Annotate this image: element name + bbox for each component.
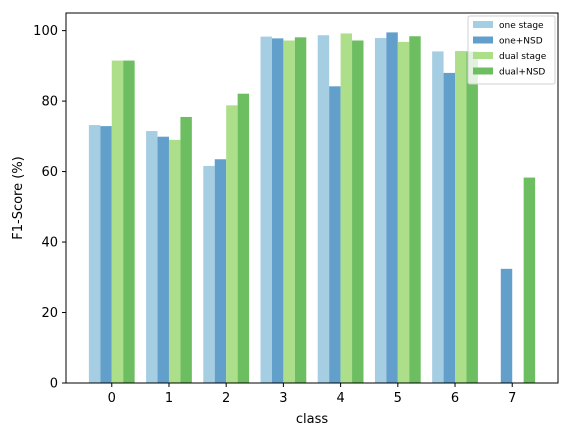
bar-dual-nsd-class-5 bbox=[409, 36, 421, 383]
x-tick-label: 0 bbox=[108, 391, 116, 406]
y-tick-label: 40 bbox=[41, 236, 58, 251]
x-axis-label: class bbox=[296, 412, 328, 427]
legend-swatch bbox=[473, 36, 493, 44]
bar-dual-nsd-class-2 bbox=[237, 93, 250, 383]
x-tick-label: 4 bbox=[336, 391, 344, 406]
bar-one-nsd-class-3 bbox=[271, 38, 284, 384]
bar-dual-nsd-class-3 bbox=[294, 37, 307, 384]
bar-one-stage-class-3 bbox=[260, 36, 272, 384]
bar-one-nsd-class-0 bbox=[100, 126, 112, 384]
y-tick-label: 20 bbox=[41, 306, 58, 321]
x-tick-label: 2 bbox=[222, 391, 230, 406]
bar-one-stage-class-4 bbox=[317, 35, 330, 383]
bar-one-nsd-class-5 bbox=[386, 32, 398, 383]
x-tick-label: 1 bbox=[165, 391, 173, 406]
bar-dual-stage-class-2 bbox=[226, 105, 238, 383]
bar-one-stage-class-2 bbox=[203, 165, 215, 383]
y-tick-label: 60 bbox=[41, 165, 58, 180]
legend-swatch bbox=[473, 67, 493, 75]
bar-one-stage-class-0 bbox=[88, 125, 101, 383]
legend-swatch bbox=[473, 52, 493, 59]
y-axis-ticks: 0 20 40 60 80 100 bbox=[33, 24, 66, 392]
legend-label: dual+NSD bbox=[499, 68, 545, 78]
bar-one-stage-class-5 bbox=[374, 38, 387, 384]
x-tick-label: 5 bbox=[394, 391, 402, 406]
bar-one-stage-class-1 bbox=[146, 131, 158, 383]
y-tick-label: 80 bbox=[41, 95, 58, 110]
bar-dual-stage-class-6 bbox=[455, 51, 467, 384]
bar-one-nsd-class-4 bbox=[329, 86, 341, 384]
y-tick-label: 100 bbox=[33, 24, 58, 39]
bar-dual-stage-class-4 bbox=[340, 33, 353, 383]
x-axis-ticks: 0 1 2 3 4 5 6 7 bbox=[108, 383, 516, 406]
bar-dual-nsd-class-4 bbox=[352, 40, 364, 384]
bar-one-nsd-class-6 bbox=[443, 72, 456, 384]
y-tick-label: 0 bbox=[50, 377, 58, 392]
x-tick-label: 3 bbox=[279, 391, 287, 406]
x-tick-label: 6 bbox=[451, 391, 459, 406]
legend-swatch bbox=[473, 21, 493, 28]
bar-one-nsd-class-1 bbox=[157, 136, 169, 383]
legend-label: one stage bbox=[499, 21, 544, 31]
bar-dual-nsd-class-6 bbox=[466, 51, 478, 383]
y-axis-label: F1-Score (%) bbox=[11, 156, 26, 239]
bar-dual-stage-class-0 bbox=[111, 60, 124, 383]
plot-area-frame bbox=[65, 12, 559, 384]
bar-one-nsd-class-2 bbox=[214, 159, 227, 383]
legend-label: one+NSD bbox=[499, 37, 543, 47]
bars-group bbox=[88, 32, 536, 384]
bar-dual-stage-class-1 bbox=[168, 139, 181, 383]
legend-label: dual stage bbox=[499, 52, 547, 62]
bar-dual-nsd-class-0 bbox=[123, 60, 135, 383]
bar-dual-nsd-class-1 bbox=[180, 116, 192, 383]
bar-dual-stage-class-5 bbox=[397, 41, 410, 384]
legend: one stage one+NSD dual stage dual+NSD bbox=[467, 15, 556, 85]
x-tick-label: 7 bbox=[508, 391, 516, 406]
bar-dual-nsd-class-7 bbox=[523, 177, 536, 383]
legend-frame bbox=[467, 15, 556, 85]
bar-dual-stage-class-3 bbox=[283, 40, 295, 384]
bar-one-stage-class-6 bbox=[432, 51, 444, 383]
bar-one-nsd-class-7 bbox=[500, 268, 513, 383]
